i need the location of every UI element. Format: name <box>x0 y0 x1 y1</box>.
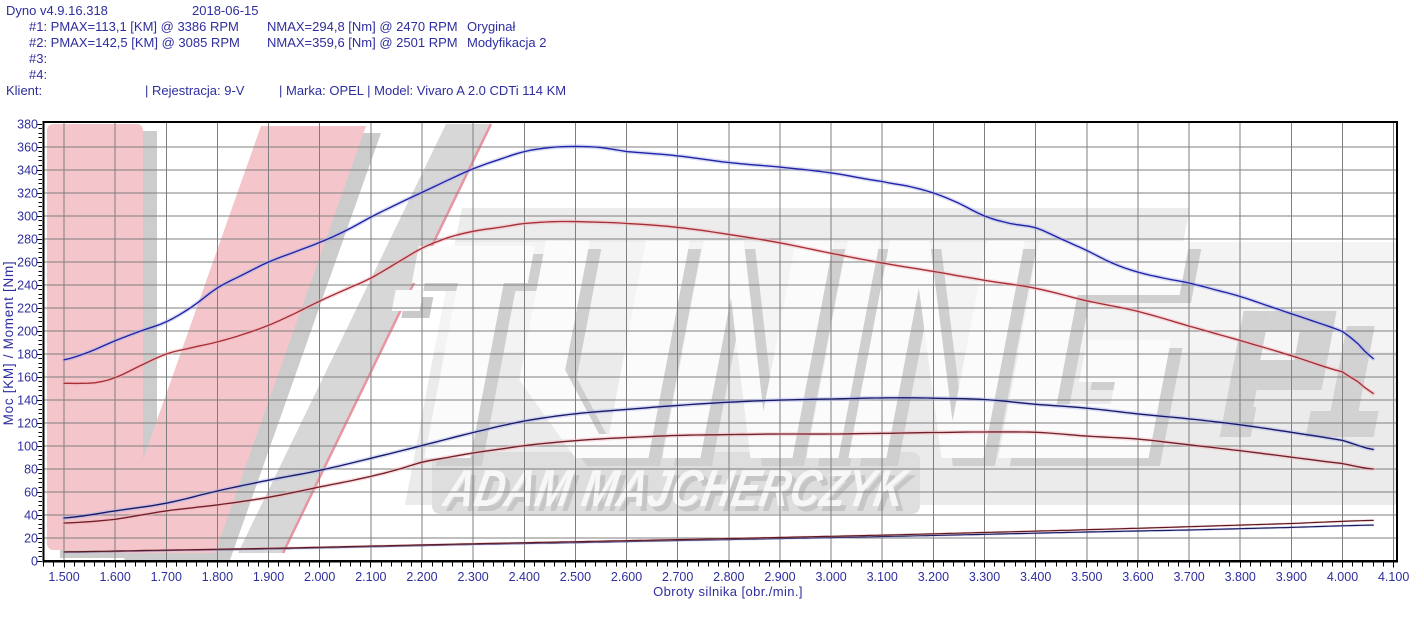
svg-text:#3:: #3: <box>29 51 47 66</box>
svg-text:3.100: 3.100 <box>867 570 898 584</box>
svg-text:3.600: 3.600 <box>1122 570 1153 584</box>
svg-text:160: 160 <box>17 370 38 384</box>
svg-text:1.700: 1.700 <box>151 570 182 584</box>
svg-text:3.800: 3.800 <box>1225 570 1256 584</box>
svg-text:2.100: 2.100 <box>355 570 386 584</box>
svg-text:240: 240 <box>17 278 38 292</box>
svg-text:NMAX=294,8 [Nm] @ 2470 RPM: NMAX=294,8 [Nm] @ 2470 RPM <box>267 19 458 34</box>
svg-text:3.900: 3.900 <box>1276 570 1307 584</box>
svg-text:Oryginał: Oryginał <box>467 19 516 34</box>
svg-text:| Rejestracja: 9-V: | Rejestracja: 9-V <box>145 83 245 98</box>
svg-text:| Marka: OPEL | Model: Vivaro: | Marka: OPEL | Model: Vivaro A 2.0 CDTi… <box>279 83 566 98</box>
svg-text:ADAM MAJCHERCZYK: ADAM MAJCHERCZYK <box>439 460 914 518</box>
svg-text:Obroty silnika [obr./min.]: Obroty silnika [obr./min.] <box>653 584 803 599</box>
svg-text:140: 140 <box>17 393 38 407</box>
svg-text:200: 200 <box>17 324 38 338</box>
svg-text:2.800: 2.800 <box>713 570 744 584</box>
svg-text:1.800: 1.800 <box>202 570 233 584</box>
svg-text:3.700: 3.700 <box>1173 570 1204 584</box>
svg-text:#1: PMAX=113,1 [KM] @ 3386 RPM: #1: PMAX=113,1 [KM] @ 3386 RPM <box>29 19 239 34</box>
svg-text:2.200: 2.200 <box>406 570 437 584</box>
svg-text:0: 0 <box>31 554 38 568</box>
svg-text:#4:: #4: <box>29 67 47 82</box>
svg-text:3.500: 3.500 <box>1071 570 1102 584</box>
svg-text:2.300: 2.300 <box>457 570 488 584</box>
svg-text:40: 40 <box>24 508 38 522</box>
svg-text:80: 80 <box>24 462 38 476</box>
svg-text:3.200: 3.200 <box>918 570 949 584</box>
svg-text:2.700: 2.700 <box>662 570 693 584</box>
svg-text:ADAM MAJCHERCZYK: ADAM MAJCHERCZYK <box>443 465 918 523</box>
svg-text:3.000: 3.000 <box>815 570 846 584</box>
svg-text:100: 100 <box>17 439 38 453</box>
svg-text:2.900: 2.900 <box>764 570 795 584</box>
svg-text:4.100: 4.100 <box>1378 570 1409 584</box>
svg-text:120: 120 <box>17 416 38 430</box>
svg-text:3.300: 3.300 <box>969 570 1000 584</box>
svg-text:2.600: 2.600 <box>611 570 642 584</box>
svg-text:360: 360 <box>17 140 38 154</box>
svg-text:2.500: 2.500 <box>560 570 591 584</box>
svg-text:20: 20 <box>24 531 38 545</box>
svg-text:300: 300 <box>17 209 38 223</box>
svg-text:2018-06-15: 2018-06-15 <box>192 3 259 18</box>
svg-text:Moc [KM] / Moment [Nm]: Moc [KM] / Moment [Nm] <box>1 261 16 426</box>
svg-text:2.400: 2.400 <box>509 570 540 584</box>
svg-text:1.600: 1.600 <box>99 570 130 584</box>
svg-text:2.000: 2.000 <box>304 570 335 584</box>
svg-text:Klient:: Klient: <box>6 83 42 98</box>
svg-text:1.500: 1.500 <box>48 570 79 584</box>
svg-text:220: 220 <box>17 301 38 315</box>
svg-text:4.000: 4.000 <box>1327 570 1358 584</box>
svg-text:260: 260 <box>17 255 38 269</box>
svg-text:Modyfikacja 2: Modyfikacja 2 <box>467 35 546 50</box>
svg-text:280: 280 <box>17 232 38 246</box>
svg-text:320: 320 <box>17 186 38 200</box>
svg-text:180: 180 <box>17 347 38 361</box>
svg-text:NMAX=359,6 [Nm] @ 2501 RPM: NMAX=359,6 [Nm] @ 2501 RPM <box>267 35 458 50</box>
svg-text:380: 380 <box>17 117 38 131</box>
svg-text:Dyno v4.9.16.318: Dyno v4.9.16.318 <box>6 3 108 18</box>
svg-text:340: 340 <box>17 163 38 177</box>
svg-text:3.400: 3.400 <box>1020 570 1051 584</box>
svg-text:60: 60 <box>24 485 38 499</box>
svg-text:1.900: 1.900 <box>253 570 284 584</box>
svg-text:#2: PMAX=142,5 [KM] @ 3085 RPM: #2: PMAX=142,5 [KM] @ 3085 RPM <box>29 35 240 50</box>
